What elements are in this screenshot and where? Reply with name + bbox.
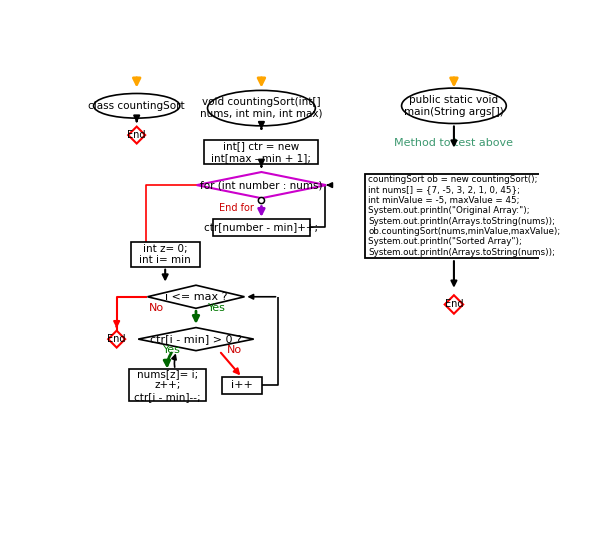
Polygon shape: [128, 127, 145, 144]
Text: Yes: Yes: [163, 345, 180, 355]
Text: End: End: [127, 130, 146, 140]
Text: End for: End for: [219, 203, 254, 213]
Polygon shape: [445, 295, 463, 313]
FancyBboxPatch shape: [129, 369, 206, 402]
Text: End: End: [108, 334, 126, 344]
FancyBboxPatch shape: [213, 219, 310, 236]
Text: Method to test above: Method to test above: [394, 138, 513, 148]
Polygon shape: [138, 328, 254, 351]
Ellipse shape: [207, 90, 316, 126]
FancyBboxPatch shape: [204, 140, 319, 163]
Text: ctr[number - min]++;: ctr[number - min]++;: [204, 222, 319, 232]
Text: int[] ctr = new
int[max - min + 1];: int[] ctr = new int[max - min + 1];: [212, 141, 311, 163]
FancyBboxPatch shape: [365, 174, 543, 258]
Polygon shape: [108, 330, 125, 347]
Text: int z= 0;
int i= min: int z= 0; int i= min: [139, 244, 191, 265]
Text: No: No: [227, 345, 242, 355]
FancyBboxPatch shape: [130, 242, 200, 267]
Circle shape: [258, 197, 264, 204]
Text: countingSort ob = new countingSort();
int nums[] = {7, -5, 3, 2, 1, 0, 45};
int : countingSort ob = new countingSort(); in…: [368, 175, 561, 257]
Ellipse shape: [401, 88, 506, 123]
Text: Yes: Yes: [207, 303, 225, 313]
Text: public static void
main(String args[]): public static void main(String args[]): [404, 95, 504, 117]
Polygon shape: [147, 285, 245, 309]
Text: End: End: [445, 299, 463, 310]
Text: i++: i++: [231, 380, 253, 390]
Polygon shape: [197, 172, 326, 198]
Ellipse shape: [94, 94, 180, 118]
Text: i <= max ?: i <= max ?: [165, 292, 227, 302]
Text: No: No: [148, 303, 163, 313]
Text: for (int number : nums): for (int number : nums): [200, 180, 323, 190]
Text: ctr[i - min] > 0 ?: ctr[i - min] > 0 ?: [150, 334, 242, 344]
Text: void countingSort(int[]
nums, int min, int max): void countingSort(int[] nums, int min, i…: [200, 98, 323, 119]
FancyBboxPatch shape: [222, 377, 262, 394]
Text: nums[z]= i;
z++;
ctr[i - min]--;: nums[z]= i; z++; ctr[i - min]--;: [134, 369, 201, 402]
Text: class countingSort: class countingSort: [88, 101, 185, 111]
